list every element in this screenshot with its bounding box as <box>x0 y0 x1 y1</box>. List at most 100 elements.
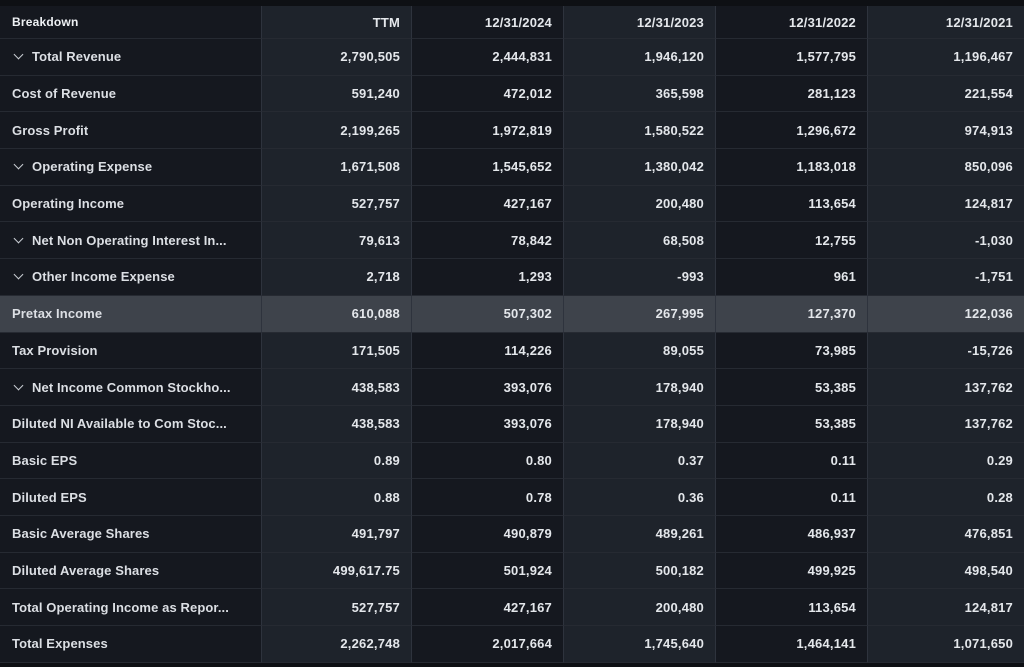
value-cell: 1,196,467 <box>868 39 1024 76</box>
value-cell: 137,762 <box>868 369 1024 406</box>
value-cell: 1,464,141 <box>716 626 868 663</box>
value-cell: 490,879 <box>412 515 564 553</box>
table-row[interactable]: Basic Average Shares 491,797 490,879 489,26… <box>0 515 1024 553</box>
value-cell: 124,817 <box>868 589 1024 626</box>
value-cell: 0.89 <box>262 442 412 480</box>
value-cell: 850,096 <box>868 149 1024 186</box>
value-cell: 0.29 <box>868 442 1024 480</box>
cell-value: 178,940 <box>655 416 704 432</box>
value-cell: 2,017,664 <box>412 626 564 663</box>
cell-value: 1,183,018 <box>796 159 856 175</box>
table-row[interactable]: Total Revenue 2,790,505 2,444,831 1,946,120… <box>0 39 1024 76</box>
value-cell: 2,262,748 <box>262 626 412 663</box>
cell-value: 78,842 <box>511 232 552 248</box>
value-cell: 1,745,640 <box>564 626 716 663</box>
cell-value: 0.29 <box>986 452 1013 468</box>
value-cell: 472,012 <box>412 75 564 113</box>
table-row[interactable]: Total Expenses 2,262,748 2,017,664 1,745,64… <box>0 626 1024 663</box>
table-row[interactable]: Cost of Revenue 591,240 472,012 365,598 281,… <box>0 75 1024 113</box>
table-row[interactable]: Diluted Average Shares 499,617.75 501,924 5… <box>0 552 1024 590</box>
row-label-cell: Net Non Operating Interest In... <box>0 222 262 260</box>
value-cell: 79,613 <box>262 222 412 260</box>
row-label: Cost of Revenue <box>12 86 117 102</box>
cell-value: 500,182 <box>655 562 704 578</box>
cell-value: 1,296,672 <box>796 122 856 138</box>
row-label: Gross Profit <box>12 122 89 138</box>
value-cell: 78,842 <box>412 222 564 260</box>
header-cell-period: 12/31/2022 <box>716 6 868 39</box>
cell-value: 393,076 <box>503 379 552 395</box>
table-row[interactable]: Other Income Expense 2,718 1,293 -993 961 -1,… <box>0 259 1024 296</box>
row-label-cell: Diluted EPS <box>0 479 262 516</box>
table-row[interactable]: Net Income Common Stockho... 438,583 393,0… <box>0 369 1024 406</box>
cell-value: 200,480 <box>655 196 704 212</box>
cell-value: 2,017,664 <box>492 636 552 652</box>
value-cell: 1,293 <box>412 259 564 296</box>
value-cell: 2,718 <box>262 259 412 296</box>
row-label: Basic Average Shares <box>12 526 150 542</box>
value-cell: 221,554 <box>868 75 1024 113</box>
value-cell: 122,036 <box>868 295 1024 333</box>
chevron-down-icon[interactable] <box>13 159 24 170</box>
value-cell: 365,598 <box>564 75 716 113</box>
value-cell: 114,226 <box>412 332 564 370</box>
value-cell: 2,444,831 <box>412 39 564 76</box>
value-cell: 1,671,508 <box>262 149 412 186</box>
row-label-cell: Total Operating Income as Repor... <box>0 589 262 626</box>
cell-value: 12,755 <box>815 232 856 248</box>
value-cell: 0.11 <box>716 479 868 516</box>
table-row[interactable]: Net Non Operating Interest In... 79,613 78… <box>0 222 1024 260</box>
row-label-cell: Pretax Income <box>0 295 262 333</box>
cell-value: 73,985 <box>815 342 856 358</box>
header-label: 12/31/2023 <box>636 14 704 30</box>
table-row[interactable]: Diluted EPS 0.88 0.78 0.36 0.11 0.28 <box>0 479 1024 516</box>
row-label-cell: Diluted Average Shares <box>0 552 262 590</box>
value-cell: 53,385 <box>716 405 868 443</box>
row-label: Basic EPS <box>12 452 78 468</box>
cell-value: 137,762 <box>964 379 1013 395</box>
cell-value: 2,199,265 <box>340 122 400 138</box>
value-cell: 507,302 <box>412 295 564 333</box>
cell-value: 476,851 <box>964 526 1013 542</box>
value-cell: 178,940 <box>564 369 716 406</box>
table-row[interactable]: Total Operating Income as Repor... 527,75… <box>0 589 1024 626</box>
chevron-down-icon[interactable] <box>13 233 24 244</box>
cell-value: 89,055 <box>663 342 704 358</box>
value-cell: 1,545,652 <box>412 149 564 186</box>
table-row[interactable]: Operating Expense 1,671,508 1,545,652 1,380… <box>0 149 1024 186</box>
table-row[interactable]: Basic EPS 0.89 0.80 0.37 0.11 0.29 <box>0 442 1024 480</box>
value-cell: -1,751 <box>868 259 1024 296</box>
row-label-cell: Basic Average Shares <box>0 515 262 553</box>
cell-value: 2,790,505 <box>340 49 400 65</box>
cell-value: 114,226 <box>504 342 552 358</box>
cell-value: 527,757 <box>351 196 400 212</box>
value-cell: 12,755 <box>716 222 868 260</box>
value-cell: 438,583 <box>262 369 412 406</box>
value-cell: 89,055 <box>564 332 716 370</box>
cell-value: 2,718 <box>366 269 400 285</box>
row-label-cell: Total Expenses <box>0 626 262 663</box>
header-label: 12/31/2022 <box>788 14 856 30</box>
chevron-down-icon[interactable] <box>13 270 24 280</box>
header-cell-period: 12/31/2021 <box>868 6 1024 39</box>
cell-value: 1,380,042 <box>644 159 704 175</box>
table-row[interactable]: Tax Provision 171,505 114,226 89,055 73,985 -… <box>0 332 1024 370</box>
cell-value: 124,817 <box>964 196 1013 212</box>
header-cell-period: 12/31/2024 <box>412 6 564 39</box>
table-row[interactable]: Pretax Income 610,088 507,302 267,995 127,37… <box>0 295 1024 333</box>
header-label: 12/31/2024 <box>484 14 552 30</box>
table-row[interactable]: Diluted NI Available to Com Stoc... 438,5… <box>0 405 1024 443</box>
header-label: 12/31/2021 <box>945 14 1013 30</box>
chevron-down-icon[interactable] <box>13 49 24 60</box>
table-row[interactable]: Operating Income 527,757 427,167 200,480 113… <box>0 185 1024 223</box>
cell-value: -15,726 <box>967 342 1013 358</box>
chevron-down-icon[interactable] <box>13 380 24 390</box>
value-cell: 1,071,650 <box>868 626 1024 663</box>
cell-value: -1,751 <box>974 269 1013 285</box>
value-cell: 267,995 <box>564 295 716 333</box>
value-cell: 1,183,018 <box>716 149 868 186</box>
table-body: Total Revenue 2,790,505 2,444,831 1,946,120… <box>0 39 1024 663</box>
table-row[interactable]: Gross Profit 2,199,265 1,972,819 1,580,522 1… <box>0 112 1024 150</box>
cell-value: 2,444,831 <box>492 49 552 65</box>
cell-value: 0.89 <box>373 452 400 468</box>
